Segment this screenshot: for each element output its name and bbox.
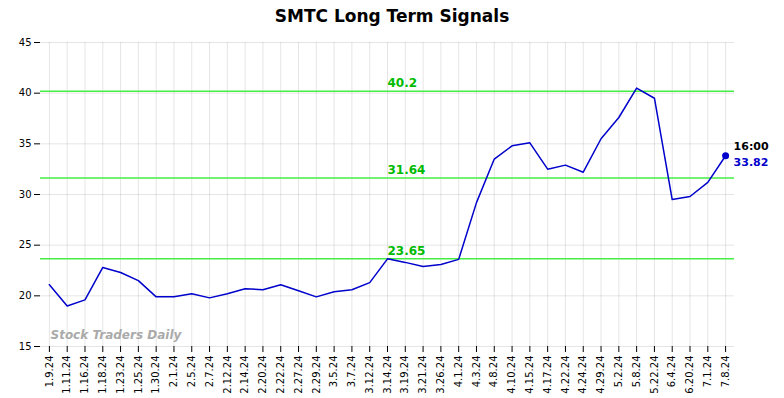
svg-text:7.8.24: 7.8.24 bbox=[720, 356, 731, 388]
svg-text:4.15.24: 4.15.24 bbox=[524, 356, 535, 394]
svg-text:4.8.24: 4.8.24 bbox=[488, 356, 499, 388]
svg-text:1.30.24: 1.30.24 bbox=[150, 356, 161, 394]
svg-text:2.20.24: 2.20.24 bbox=[257, 356, 268, 394]
svg-text:1.16.24: 1.16.24 bbox=[79, 356, 90, 394]
svg-text:5.2.24: 5.2.24 bbox=[613, 356, 624, 388]
svg-text:2.22.24: 2.22.24 bbox=[275, 356, 286, 394]
svg-text:3.21.24: 3.21.24 bbox=[417, 356, 428, 394]
svg-text:6.4.24: 6.4.24 bbox=[666, 356, 677, 388]
svg-text:33.82: 33.82 bbox=[734, 156, 769, 169]
svg-text:1.23.24: 1.23.24 bbox=[115, 356, 126, 394]
svg-text:31.64: 31.64 bbox=[388, 163, 426, 177]
svg-text:45: 45 bbox=[19, 37, 32, 48]
svg-text:5.8.24: 5.8.24 bbox=[631, 356, 642, 388]
svg-text:35: 35 bbox=[19, 138, 32, 149]
svg-text:3.7.24: 3.7.24 bbox=[346, 356, 357, 388]
svg-text:2.1.24: 2.1.24 bbox=[168, 356, 179, 388]
svg-text:5.22.24: 5.22.24 bbox=[649, 356, 660, 394]
svg-text:7.1.24: 7.1.24 bbox=[702, 356, 713, 388]
svg-text:1.11.24: 1.11.24 bbox=[61, 356, 72, 394]
svg-text:40.2: 40.2 bbox=[388, 76, 418, 90]
svg-text:3.14.24: 3.14.24 bbox=[382, 356, 393, 394]
html-text:SMTC Long Term Signals: SMTC Long Term Signals bbox=[274, 6, 510, 26]
svg-text:2.27.24: 2.27.24 bbox=[293, 356, 304, 394]
svg-text:3.19.24: 3.19.24 bbox=[399, 356, 410, 394]
svg-text:25: 25 bbox=[19, 239, 32, 250]
svg-text:23.65: 23.65 bbox=[388, 244, 426, 258]
svg-text:30: 30 bbox=[19, 189, 32, 200]
svg-text:20: 20 bbox=[19, 290, 32, 301]
svg-text:15: 15 bbox=[19, 341, 32, 352]
svg-text:Stock Traders Daily: Stock Traders Daily bbox=[51, 328, 183, 342]
svg-text:4.17.24: 4.17.24 bbox=[542, 356, 553, 394]
svg-text:4.3.24: 4.3.24 bbox=[471, 356, 482, 388]
svg-text:2.29.24: 2.29.24 bbox=[311, 356, 322, 394]
svg-text:2.7.24: 2.7.24 bbox=[204, 356, 215, 388]
svg-text:2.5.24: 2.5.24 bbox=[186, 356, 197, 388]
svg-text:4.22.24: 4.22.24 bbox=[560, 356, 571, 394]
svg-text:3.5.24: 3.5.24 bbox=[328, 356, 339, 388]
svg-text:4.1.24: 4.1.24 bbox=[453, 356, 464, 388]
svg-text:16:00: 16:00 bbox=[734, 140, 769, 153]
svg-text:1.18.24: 1.18.24 bbox=[97, 356, 108, 394]
svg-text:4.29.24: 4.29.24 bbox=[595, 356, 606, 394]
svg-text:4.10.24: 4.10.24 bbox=[506, 356, 517, 394]
svg-text:2.12.24: 2.12.24 bbox=[222, 356, 233, 394]
svg-text:4.24.24: 4.24.24 bbox=[577, 356, 588, 394]
svg-text:3.12.24: 3.12.24 bbox=[364, 356, 375, 394]
svg-text:2.14.24: 2.14.24 bbox=[239, 356, 250, 394]
svg-text:3.26.24: 3.26.24 bbox=[435, 356, 446, 394]
svg-text:1.9.24: 1.9.24 bbox=[44, 356, 55, 388]
svg-text:6.20.24: 6.20.24 bbox=[684, 356, 695, 394]
svg-text:1.25.24: 1.25.24 bbox=[133, 356, 144, 394]
svg-text:40: 40 bbox=[19, 87, 32, 98]
